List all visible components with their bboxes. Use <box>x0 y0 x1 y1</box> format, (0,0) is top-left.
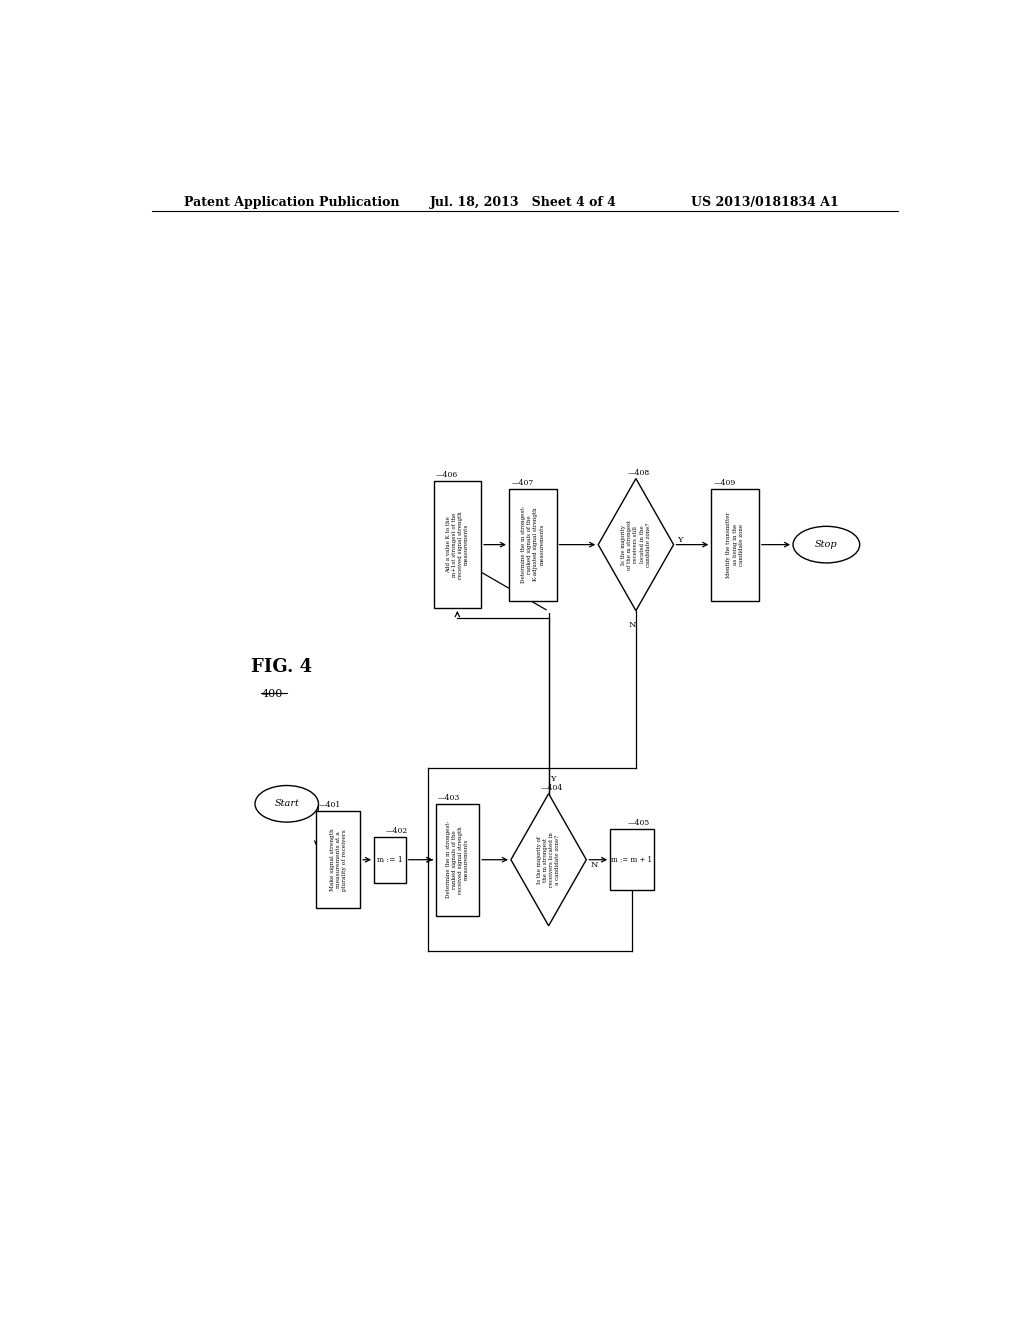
FancyBboxPatch shape <box>316 812 360 908</box>
Text: —405: —405 <box>628 820 650 828</box>
FancyBboxPatch shape <box>712 488 759 601</box>
FancyBboxPatch shape <box>433 480 481 609</box>
Text: —409: —409 <box>714 479 736 487</box>
FancyBboxPatch shape <box>435 804 479 916</box>
FancyBboxPatch shape <box>374 837 406 883</box>
Text: Stop: Stop <box>815 540 838 549</box>
Text: Determine the m strongest-
ranked signals of the
received signal strength
measur: Determine the m strongest- ranked signal… <box>445 821 469 899</box>
Text: —402: —402 <box>386 826 409 834</box>
FancyBboxPatch shape <box>509 488 557 601</box>
Text: —406: —406 <box>436 471 458 479</box>
Text: —404: —404 <box>541 784 563 792</box>
Text: Jul. 18, 2013   Sheet 4 of 4: Jul. 18, 2013 Sheet 4 of 4 <box>430 195 616 209</box>
Text: —403: —403 <box>438 793 460 801</box>
Text: Identify the transmitter
as being in the
candidate zone: Identify the transmitter as being in the… <box>726 512 743 578</box>
Text: m := m + 1: m := m + 1 <box>611 855 652 863</box>
FancyBboxPatch shape <box>610 829 653 890</box>
Text: Y: Y <box>678 536 683 544</box>
Text: Start: Start <box>274 800 299 808</box>
Text: US 2013/0181834 A1: US 2013/0181834 A1 <box>691 195 840 209</box>
Text: m := 1: m := 1 <box>377 855 402 863</box>
Text: —407: —407 <box>511 479 534 487</box>
Ellipse shape <box>255 785 318 822</box>
Polygon shape <box>598 479 674 611</box>
Text: Patent Application Publication: Patent Application Publication <box>183 195 399 209</box>
Text: Determine the m strongest-
ranked signals of the
K-adjusted signal strength
meas: Determine the m strongest- ranked signal… <box>521 506 545 583</box>
Text: —401: —401 <box>318 801 341 809</box>
Text: Y: Y <box>551 775 556 784</box>
Text: —408: —408 <box>628 469 650 477</box>
Text: N: N <box>590 861 598 869</box>
Text: 400: 400 <box>261 689 283 700</box>
Text: Add a value K to the
m+1st strongest of the
received signal strength
measurement: Add a value K to the m+1st strongest of … <box>445 511 469 578</box>
Text: Is the majority
of the m strongest
receivers still
located in the
candidate zone: Is the majority of the m strongest recei… <box>621 520 651 570</box>
Polygon shape <box>511 793 587 925</box>
Text: FIG. 4: FIG. 4 <box>251 657 312 676</box>
Ellipse shape <box>793 527 860 562</box>
Text: Is the majority of
the m strongest
receivers located in
a candidate zone?: Is the majority of the m strongest recei… <box>537 833 560 887</box>
Text: N: N <box>629 620 636 628</box>
Text: Make signal strength
measurements at a
plurality of receivers: Make signal strength measurements at a p… <box>330 829 347 891</box>
